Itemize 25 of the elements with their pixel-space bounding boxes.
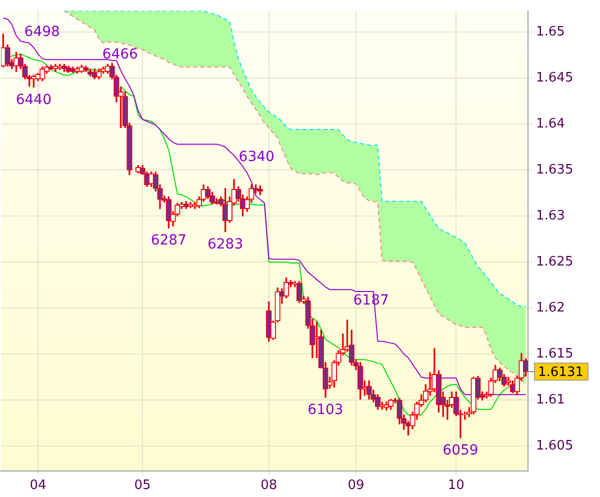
annotation: 6287: [150, 232, 186, 249]
y-tick-label: 1.645: [536, 70, 574, 86]
annotation: 6059: [442, 442, 478, 459]
x-tick-label: 05: [134, 478, 151, 494]
x-tick-label: 10: [448, 478, 464, 494]
y-tick-label: 1.62: [536, 300, 565, 316]
y-tick-label: 1.625: [536, 254, 574, 270]
line-series: [64, 10, 526, 307]
y-tick-label: 1.65: [536, 24, 565, 40]
y-tick-label: 1.64: [536, 116, 565, 132]
annotation: 6440: [16, 92, 52, 108]
annotation: 6283: [207, 236, 244, 252]
annotation: 6340: [238, 148, 274, 165]
y-tick-label: 1.63: [536, 208, 565, 224]
x-tick-label: 09: [348, 478, 364, 494]
y-tick-label: 1.61: [536, 392, 565, 408]
text: 1.6131: [538, 364, 584, 380]
y-tick-label: 1.635: [536, 162, 574, 178]
y-tick-label: 1.605: [536, 438, 574, 454]
annotation: 6498: [24, 24, 60, 40]
x-tick-label: 04: [30, 478, 46, 494]
y-tick-label: 1.615: [536, 346, 574, 362]
annotation: 6103: [308, 402, 344, 418]
annotation: 6466: [102, 46, 138, 63]
x-tick-label: 08: [260, 478, 278, 494]
